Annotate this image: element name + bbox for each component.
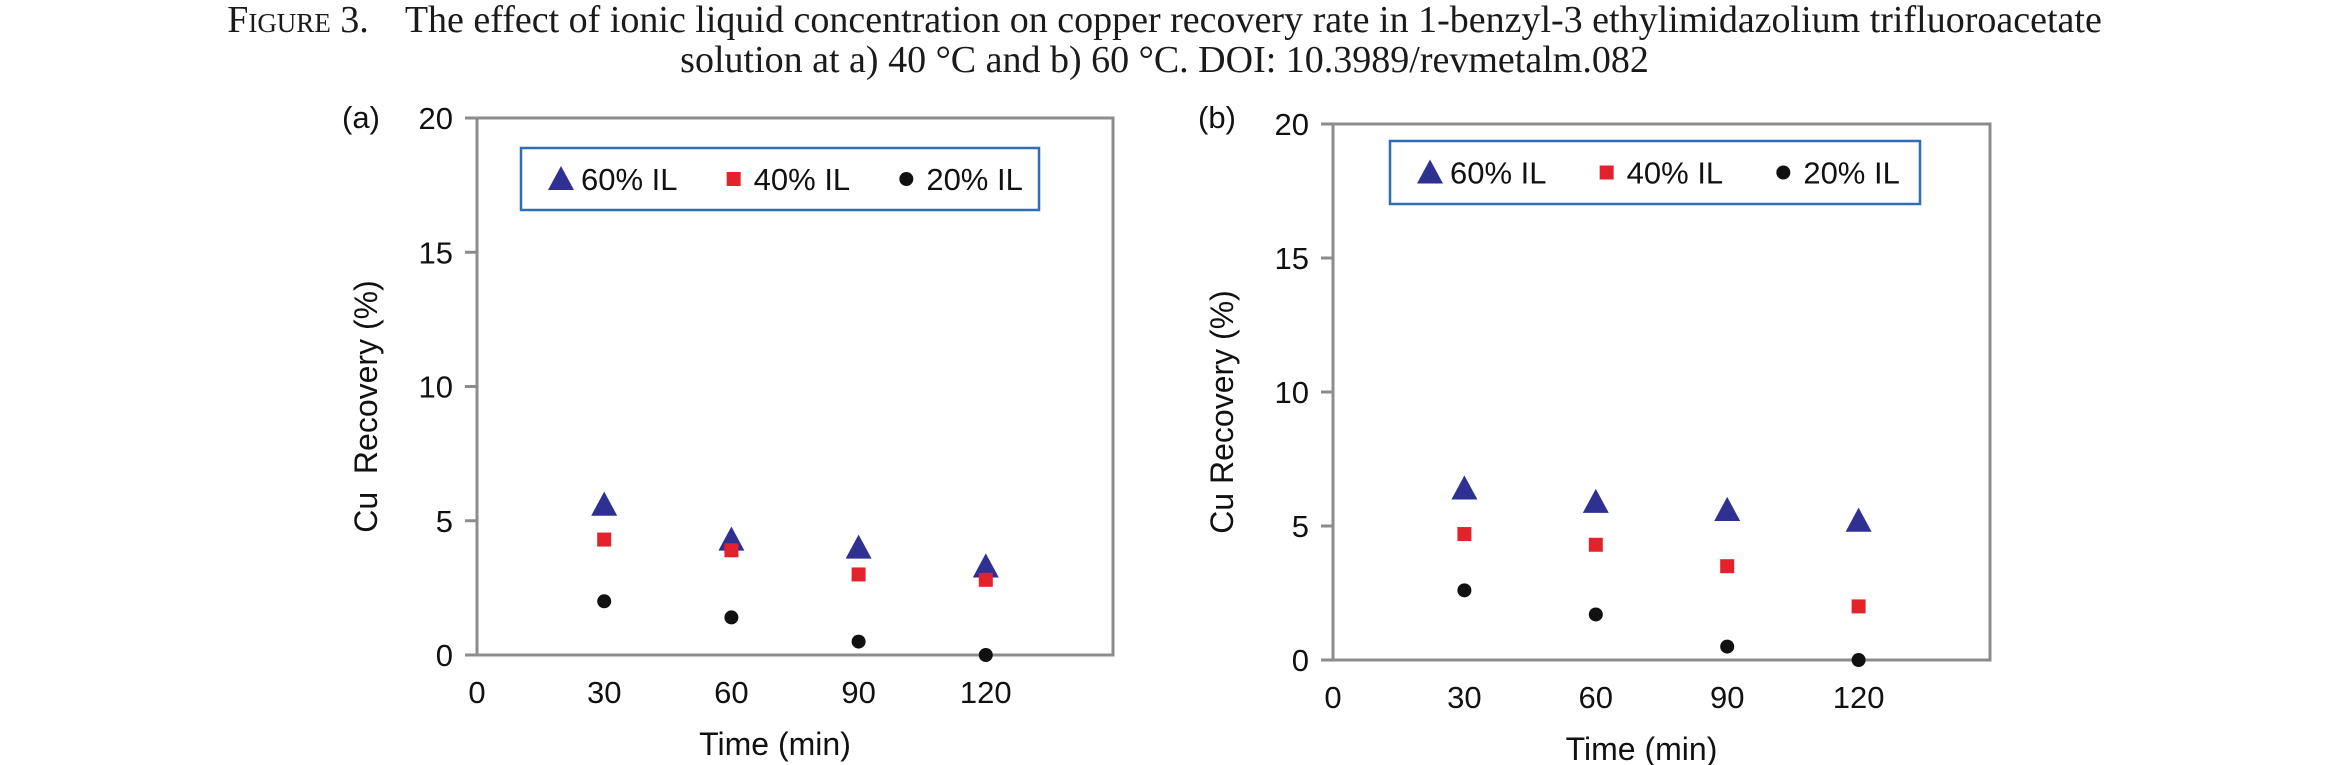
data-point-square — [851, 567, 866, 582]
x-tick-label: 90 — [1710, 680, 1744, 715]
legend-label: 20% IL — [1803, 156, 1900, 191]
y-axis-title: Cu Recovery (%) — [1204, 290, 1240, 534]
legend-label: 40% IL — [754, 162, 851, 197]
caption-line-1: Figure 3. The effect of ionic liquid conc… — [0, 0, 2329, 40]
data-point-triangle — [1845, 507, 1872, 532]
y-tick-label: 20 — [419, 101, 453, 136]
panel-label: (a) — [342, 100, 380, 135]
x-tick-label: 30 — [1447, 680, 1481, 715]
caption-line-2: solution at a) 40 °C and b) 60 °C. DOI: … — [680, 39, 1649, 81]
legend: 60% IL 40% IL 20% IL — [1388, 139, 1922, 206]
legend-box — [1388, 139, 1922, 206]
y-axis-title: Cu Recovery (%) — [348, 280, 384, 533]
data-point-triangle — [1714, 496, 1741, 521]
data-point-circle — [1851, 653, 1866, 667]
legend-label: 20% IL — [926, 162, 1023, 197]
chart-panel-a: 0 5 10 15 20 0 30 60 90 120 Time (min) Cu Recovery … — [342, 100, 1115, 762]
x-tick-label: 90 — [841, 675, 875, 710]
x-tick-label: 0 — [468, 675, 485, 710]
x-tick-label: 60 — [714, 675, 748, 710]
data-point-square — [978, 572, 993, 587]
x-tick-label: 60 — [1579, 680, 1613, 715]
legend-marker-square — [726, 172, 741, 186]
legend-marker-circle — [899, 172, 914, 186]
legend-label: 40% IL — [1627, 156, 1724, 191]
x-tick-label: 0 — [1324, 680, 1341, 715]
y-tick-label: 5 — [1292, 509, 1309, 544]
data-point-triangle — [972, 553, 999, 578]
figure-label: Figure 3. — [227, 0, 369, 41]
data-point-square — [597, 532, 612, 547]
legend-marker-triangle — [1417, 159, 1443, 184]
y-tick-label: 10 — [419, 370, 453, 405]
legend: 60% IL 40% IL 20% IL — [519, 146, 1041, 212]
data-point-circle — [1588, 607, 1603, 622]
y-tick-label: 20 — [1275, 107, 1309, 142]
data-point-circle — [1720, 639, 1735, 654]
data-point-square — [1588, 537, 1603, 552]
x-axis-title: Time (min) — [1566, 731, 1718, 765]
data-point-circle — [1457, 583, 1472, 598]
y-tick-label: 0 — [436, 638, 453, 673]
y-tick-label: 0 — [1292, 643, 1309, 678]
data-point-square — [724, 543, 739, 558]
y-tick-label: 15 — [419, 235, 453, 270]
legend-label: 60% IL — [1450, 156, 1547, 191]
data-point-square — [1720, 559, 1735, 574]
legend-label: 60% IL — [581, 162, 678, 197]
y-tick-label: 5 — [436, 504, 453, 539]
chart-panel-b: 0 5 10 15 20 0 30 60 90 120 Time (min) Cu Recovery … — [1198, 100, 1992, 765]
data-point-triangle — [591, 491, 618, 516]
x-axis-title: Time (min) — [699, 726, 851, 762]
caption-text-1: The effect of ionic liquid concentration… — [404, 0, 2102, 41]
data-point-square — [1851, 599, 1866, 614]
x-tick-label: 120 — [1833, 680, 1885, 715]
x-tick-label: 120 — [960, 675, 1012, 710]
legend-marker-triangle — [548, 166, 574, 191]
data-point-circle — [724, 610, 739, 625]
legend-marker-square — [1599, 165, 1614, 180]
panel-label: (b) — [1198, 100, 1236, 135]
data-point-circle — [851, 634, 866, 649]
data-point-square — [1457, 527, 1472, 542]
data-point-triangle — [1451, 475, 1478, 500]
data-point-triangle — [1582, 488, 1609, 513]
y-tick-label: 15 — [1275, 241, 1309, 276]
y-tick-label: 10 — [1275, 375, 1309, 410]
data-point-circle — [978, 648, 993, 662]
x-tick-label: 30 — [587, 675, 621, 710]
data-point-circle — [597, 594, 612, 609]
legend-marker-circle — [1776, 165, 1791, 180]
data-point-triangle — [845, 534, 872, 559]
legend-box — [519, 146, 1041, 212]
figure-caption: Figure 3. The effect of ionic liquid conc… — [0, 0, 2329, 80]
